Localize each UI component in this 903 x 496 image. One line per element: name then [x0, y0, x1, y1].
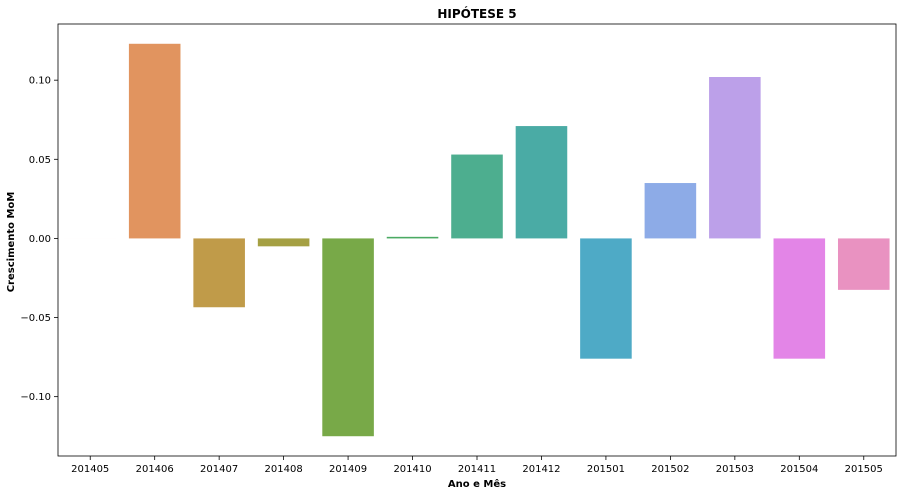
- bar-201504: [773, 238, 826, 359]
- y-tick-label: 0.05: [29, 155, 51, 166]
- x-axis-title: Ano e Mês: [448, 478, 506, 490]
- y-tick-label: 0.10: [29, 76, 51, 87]
- x-tick-label: 201504: [780, 464, 818, 475]
- bar-201503: [709, 77, 761, 239]
- plot-frame: [57, 23, 897, 457]
- x-tick-label: 201501: [587, 464, 625, 475]
- bar-201501: [580, 238, 632, 359]
- x-tick-label: 201407: [200, 464, 238, 475]
- bar-201410: [386, 236, 439, 239]
- chart-title: HIPÓTESE 5: [437, 6, 516, 21]
- x-tick-label: 201505: [845, 464, 883, 475]
- x-tick-label: 201405: [71, 464, 109, 475]
- x-tick-label: 201408: [265, 464, 303, 475]
- bar-201408: [257, 238, 310, 247]
- bar-201505: [837, 238, 890, 290]
- y-tick-label: 0.00: [29, 234, 51, 245]
- bar-201406: [128, 43, 181, 239]
- bar-201409: [322, 238, 374, 437]
- x-tick-label: 201410: [393, 464, 431, 475]
- y-tick-label: −0.10: [20, 392, 51, 403]
- y-tick-label: −0.05: [20, 313, 51, 324]
- x-axis-ticks: 201405 201406 201407 201408 201409 201410 2014…: [71, 456, 883, 475]
- x-tick-label: 201409: [329, 464, 367, 475]
- bar-201411: [451, 154, 503, 239]
- y-axis-title: Crescimento MoM: [6, 192, 17, 293]
- x-tick-label: 201406: [136, 464, 174, 475]
- bar-201502: [644, 183, 697, 239]
- y-axis-ticks: −0.10 −0.05 0.00 0.05 0.10: [20, 76, 58, 403]
- bars-group: [64, 43, 890, 437]
- bar-201412: [515, 126, 568, 239]
- x-tick-label: 201503: [716, 464, 754, 475]
- x-tick-label: 201502: [651, 464, 689, 475]
- x-tick-label: 201411: [458, 464, 496, 475]
- x-tick-label: 201412: [522, 464, 560, 475]
- bar-201407: [193, 238, 245, 308]
